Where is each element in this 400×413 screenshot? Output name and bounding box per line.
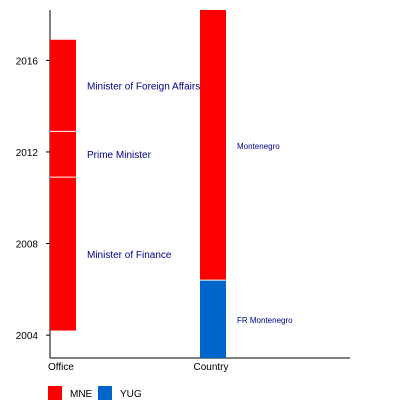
y-tick-label: 2004 bbox=[16, 331, 39, 342]
y-tick-label: 2016 bbox=[16, 56, 39, 67]
segment-label: Minister of Finance bbox=[87, 250, 172, 261]
bar-segment bbox=[200, 280, 226, 358]
y-tick-label: 2008 bbox=[16, 240, 39, 251]
bar-segment bbox=[200, 10, 226, 281]
category-label: Country bbox=[193, 362, 228, 373]
bar-segment bbox=[50, 39, 76, 132]
bar-segment bbox=[50, 177, 76, 331]
segment-label: Minister of Foreign Affairs bbox=[87, 82, 200, 93]
legend-label: YUG bbox=[120, 389, 142, 400]
segment-label: FR Montenegro bbox=[237, 316, 293, 325]
segment-label: Montenegro bbox=[237, 142, 280, 151]
segment-label: Prime Minister bbox=[87, 150, 152, 161]
category-label: Office bbox=[48, 362, 74, 373]
bar-segment bbox=[50, 131, 76, 178]
legend-swatch bbox=[98, 386, 112, 400]
y-tick-label: 2012 bbox=[16, 148, 39, 159]
legend-swatch bbox=[48, 386, 62, 400]
legend-label: MNE bbox=[70, 389, 93, 400]
